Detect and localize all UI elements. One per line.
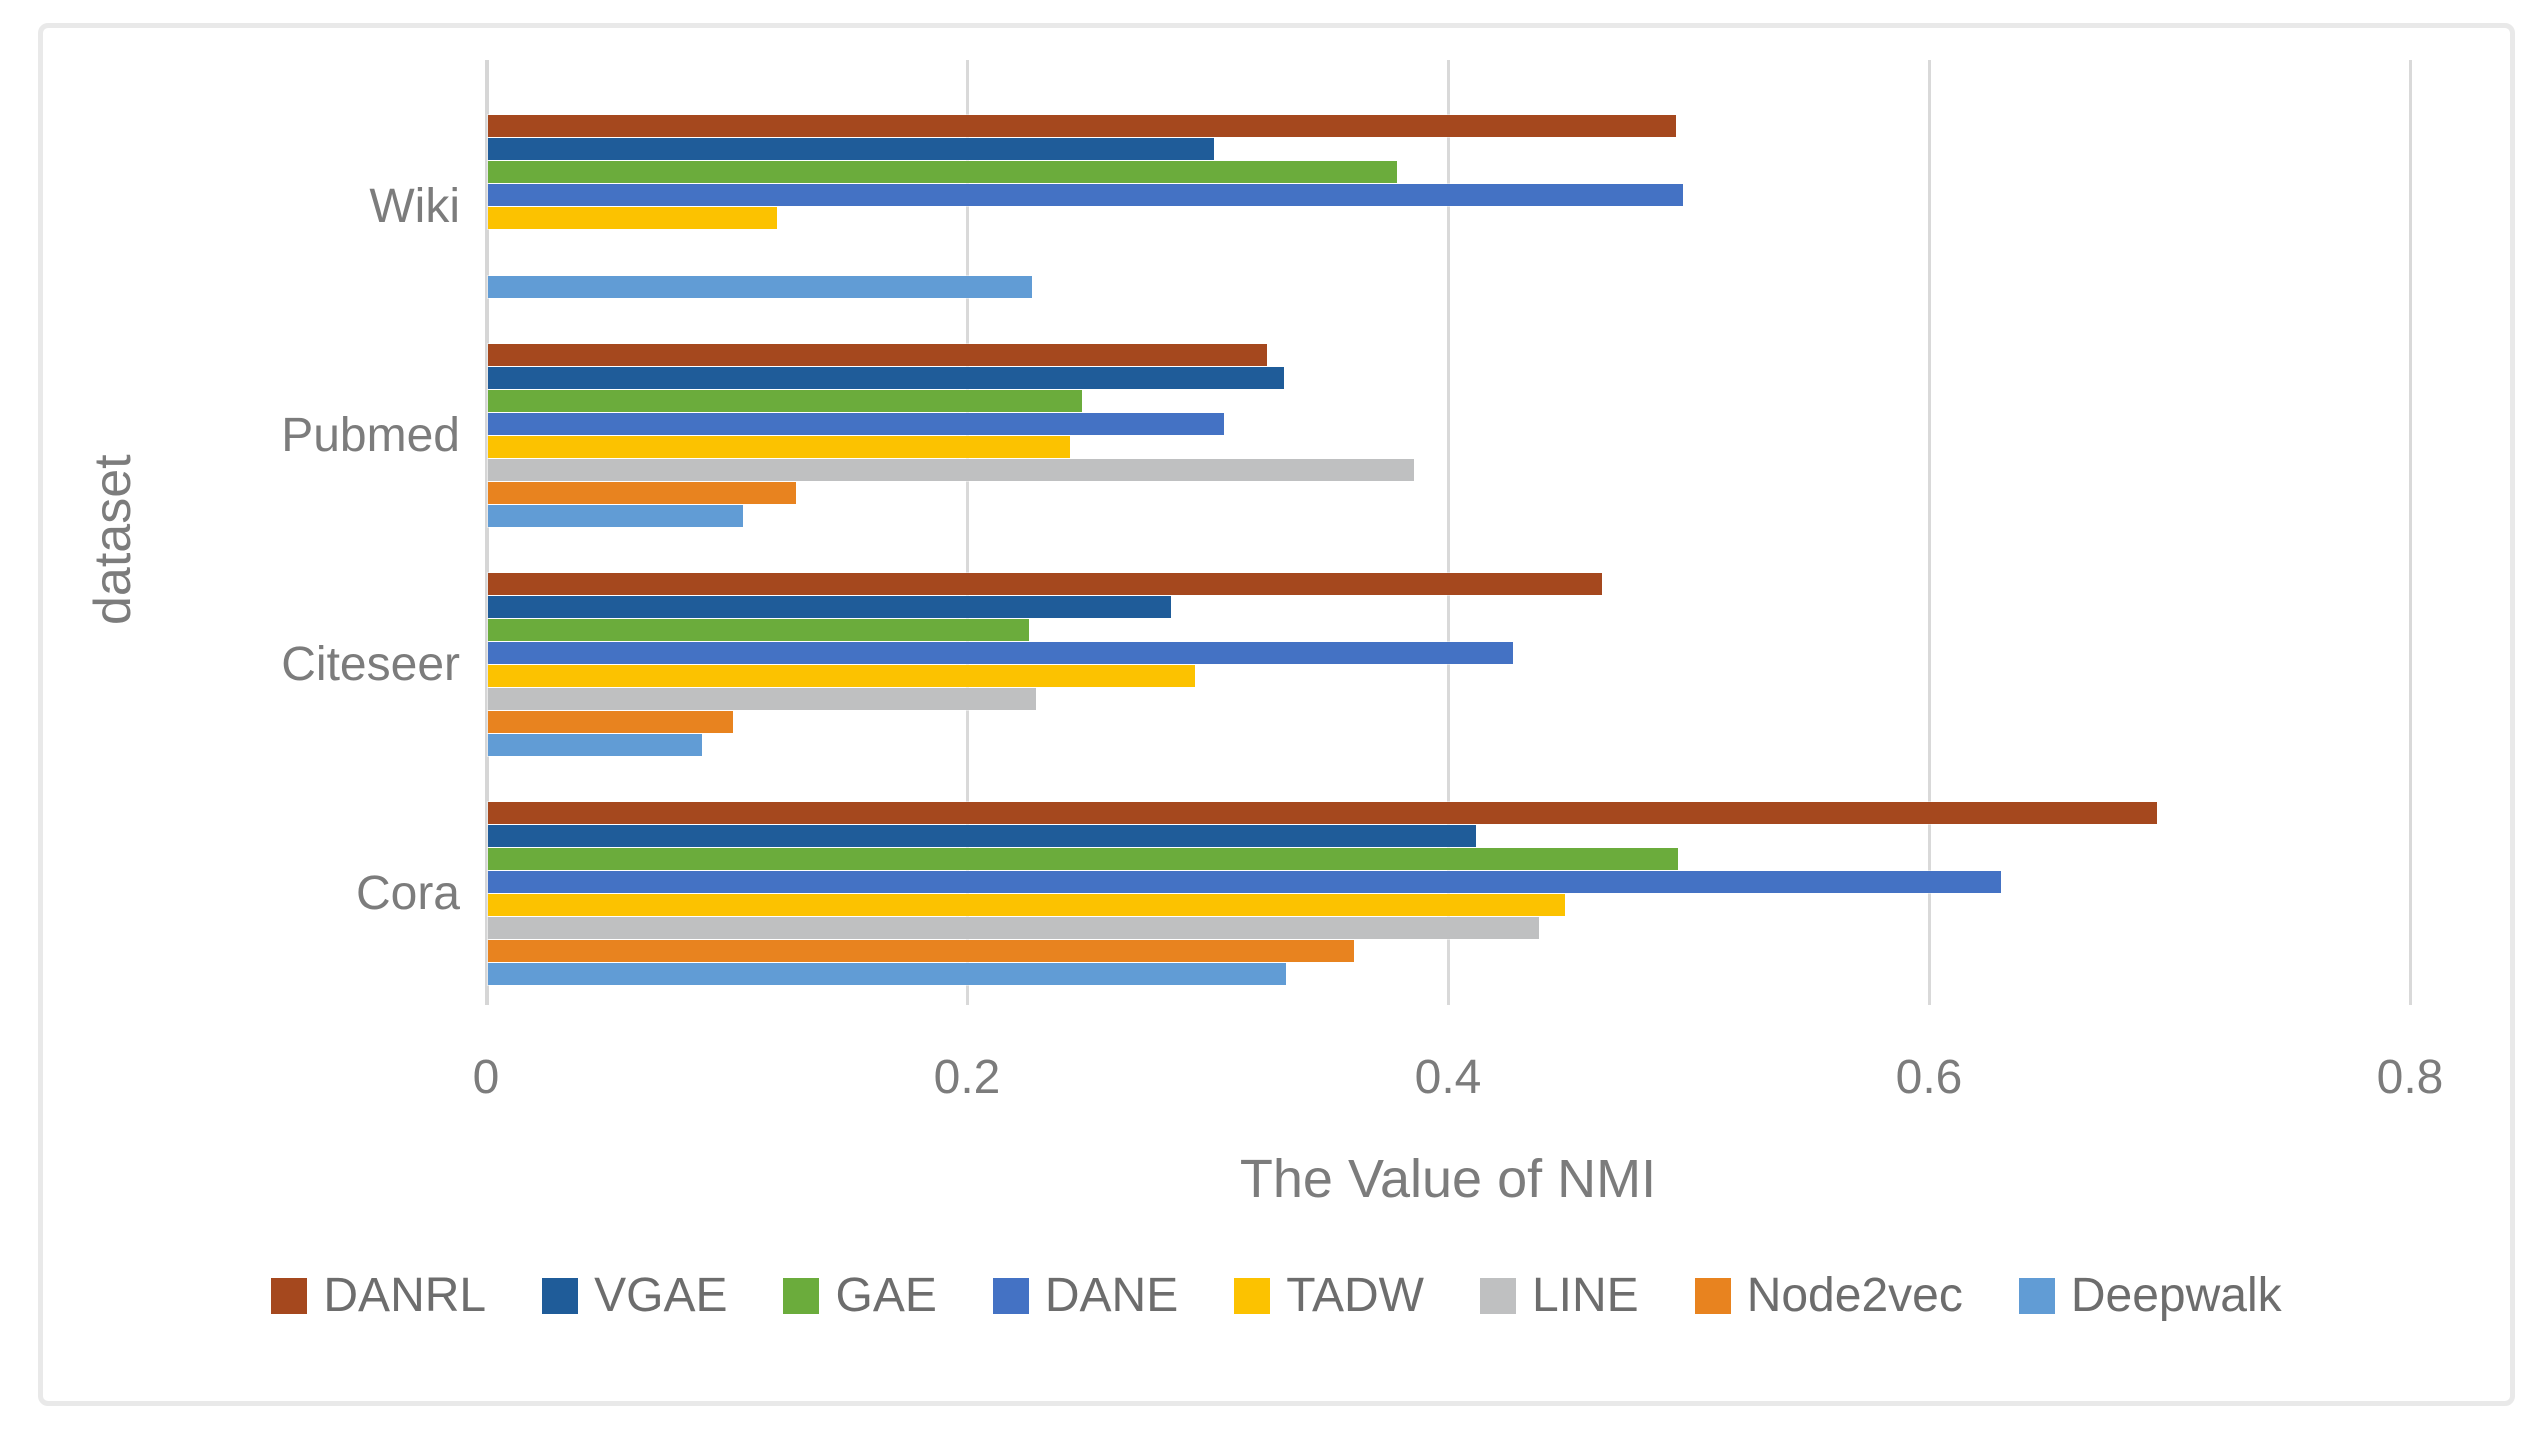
legend-item-line: LINE (1479, 1268, 1639, 1323)
legend-item-tadw: TADW (1234, 1268, 1424, 1323)
legend-item-vgae: VGAE (542, 1268, 727, 1323)
legend-label: Deepwalk (2070, 1269, 2282, 1322)
bar-pubmed-danrl (488, 344, 1267, 366)
legend-label: DANRL (323, 1269, 487, 1322)
legend-swatch-icon (1694, 1277, 1731, 1314)
legend-swatch-icon (542, 1277, 579, 1314)
bar-wiki-tadw (488, 207, 777, 229)
legend-item-danrl: DANRL (271, 1268, 486, 1323)
bar-wiki-danrl (488, 115, 1676, 137)
bar-pubmed-vgae (488, 367, 1284, 389)
bar-citeseer-danrl (488, 573, 1602, 595)
chart-frame (38, 23, 2515, 1406)
bar-wiki-gae (488, 161, 1397, 183)
bar-citeseer-line (488, 688, 1036, 710)
x-tick-label: 0 (472, 1051, 500, 1104)
category-label-citeseer: Citeseer (281, 638, 460, 691)
y-axis-line (485, 60, 489, 1005)
y-axis-title: dataset (84, 454, 142, 626)
bar-citeseer-dane (488, 642, 1513, 664)
legend-label: TADW (1286, 1269, 1424, 1322)
bar-pubmed-line (488, 459, 1414, 481)
legend-swatch-icon (783, 1277, 820, 1314)
legend: DANRL VGAE GAE DANE TADW LINE Node2vec Deepwalk (43, 1268, 2510, 1323)
bar-cora-tadw (488, 894, 1565, 916)
bar-citeseer-vgae (488, 596, 1171, 618)
bar-pubmed-gae (488, 390, 1082, 412)
category-label-cora: Cora (355, 867, 460, 920)
legend-item-deepwalk: Deepwalk (2018, 1268, 2282, 1323)
bar-pubmed-dane (488, 413, 1224, 435)
x-tick-label: 0.2 (933, 1051, 1001, 1104)
category-label-pubmed: Pubmed (281, 409, 460, 462)
legend-label: Node2vec (1746, 1269, 1963, 1322)
bar-cora-dane (488, 871, 2001, 893)
gridline (1928, 60, 1931, 1005)
legend-label: VGAE (594, 1269, 728, 1322)
legend-swatch-icon (2018, 1277, 2055, 1314)
bar-citeseer-gae (488, 619, 1029, 641)
bar-pubmed-tadw (488, 436, 1070, 458)
bar-wiki-vgae (488, 138, 1214, 160)
bar-cora-line (488, 917, 1539, 939)
bar-wiki-dane (488, 184, 1683, 206)
gridline (966, 60, 969, 1005)
x-axis-title: The Value of NMI (1239, 1149, 1657, 1209)
bar-citeseer-node2vec (488, 711, 733, 733)
x-tick-label: 0.4 (1414, 1051, 1482, 1104)
category-label-wiki: Wiki (369, 180, 460, 233)
legend-swatch-icon (1234, 1277, 1271, 1314)
x-tick-label: 0.8 (2376, 1051, 2444, 1104)
x-tick-label: 0.6 (1895, 1051, 1963, 1104)
bar-cora-deepwalk (488, 963, 1286, 985)
legend-label: LINE (1531, 1269, 1639, 1322)
legend-item-dane: DANE (992, 1268, 1179, 1323)
legend-item-gae: GAE (783, 1268, 937, 1323)
bar-cora-danrl (488, 802, 2157, 824)
legend-item-node2vec: Node2vec (1694, 1268, 1963, 1323)
bar-citeseer-deepwalk (488, 734, 702, 756)
gridline (2409, 60, 2412, 1005)
legend-label: DANE (1044, 1269, 1179, 1322)
bar-cora-node2vec (488, 940, 1354, 962)
bar-pubmed-deepwalk (488, 505, 743, 527)
bar-citeseer-tadw (488, 665, 1195, 687)
bar-pubmed-node2vec (488, 482, 796, 504)
legend-label: GAE (835, 1269, 937, 1322)
bar-cora-vgae (488, 825, 1476, 847)
bar-wiki-deepwalk (488, 276, 1032, 298)
bar-cora-gae (488, 848, 1678, 870)
legend-swatch-icon (271, 1277, 308, 1314)
gridline (1447, 60, 1450, 1005)
legend-swatch-icon (992, 1277, 1029, 1314)
legend-swatch-icon (1479, 1277, 1516, 1314)
